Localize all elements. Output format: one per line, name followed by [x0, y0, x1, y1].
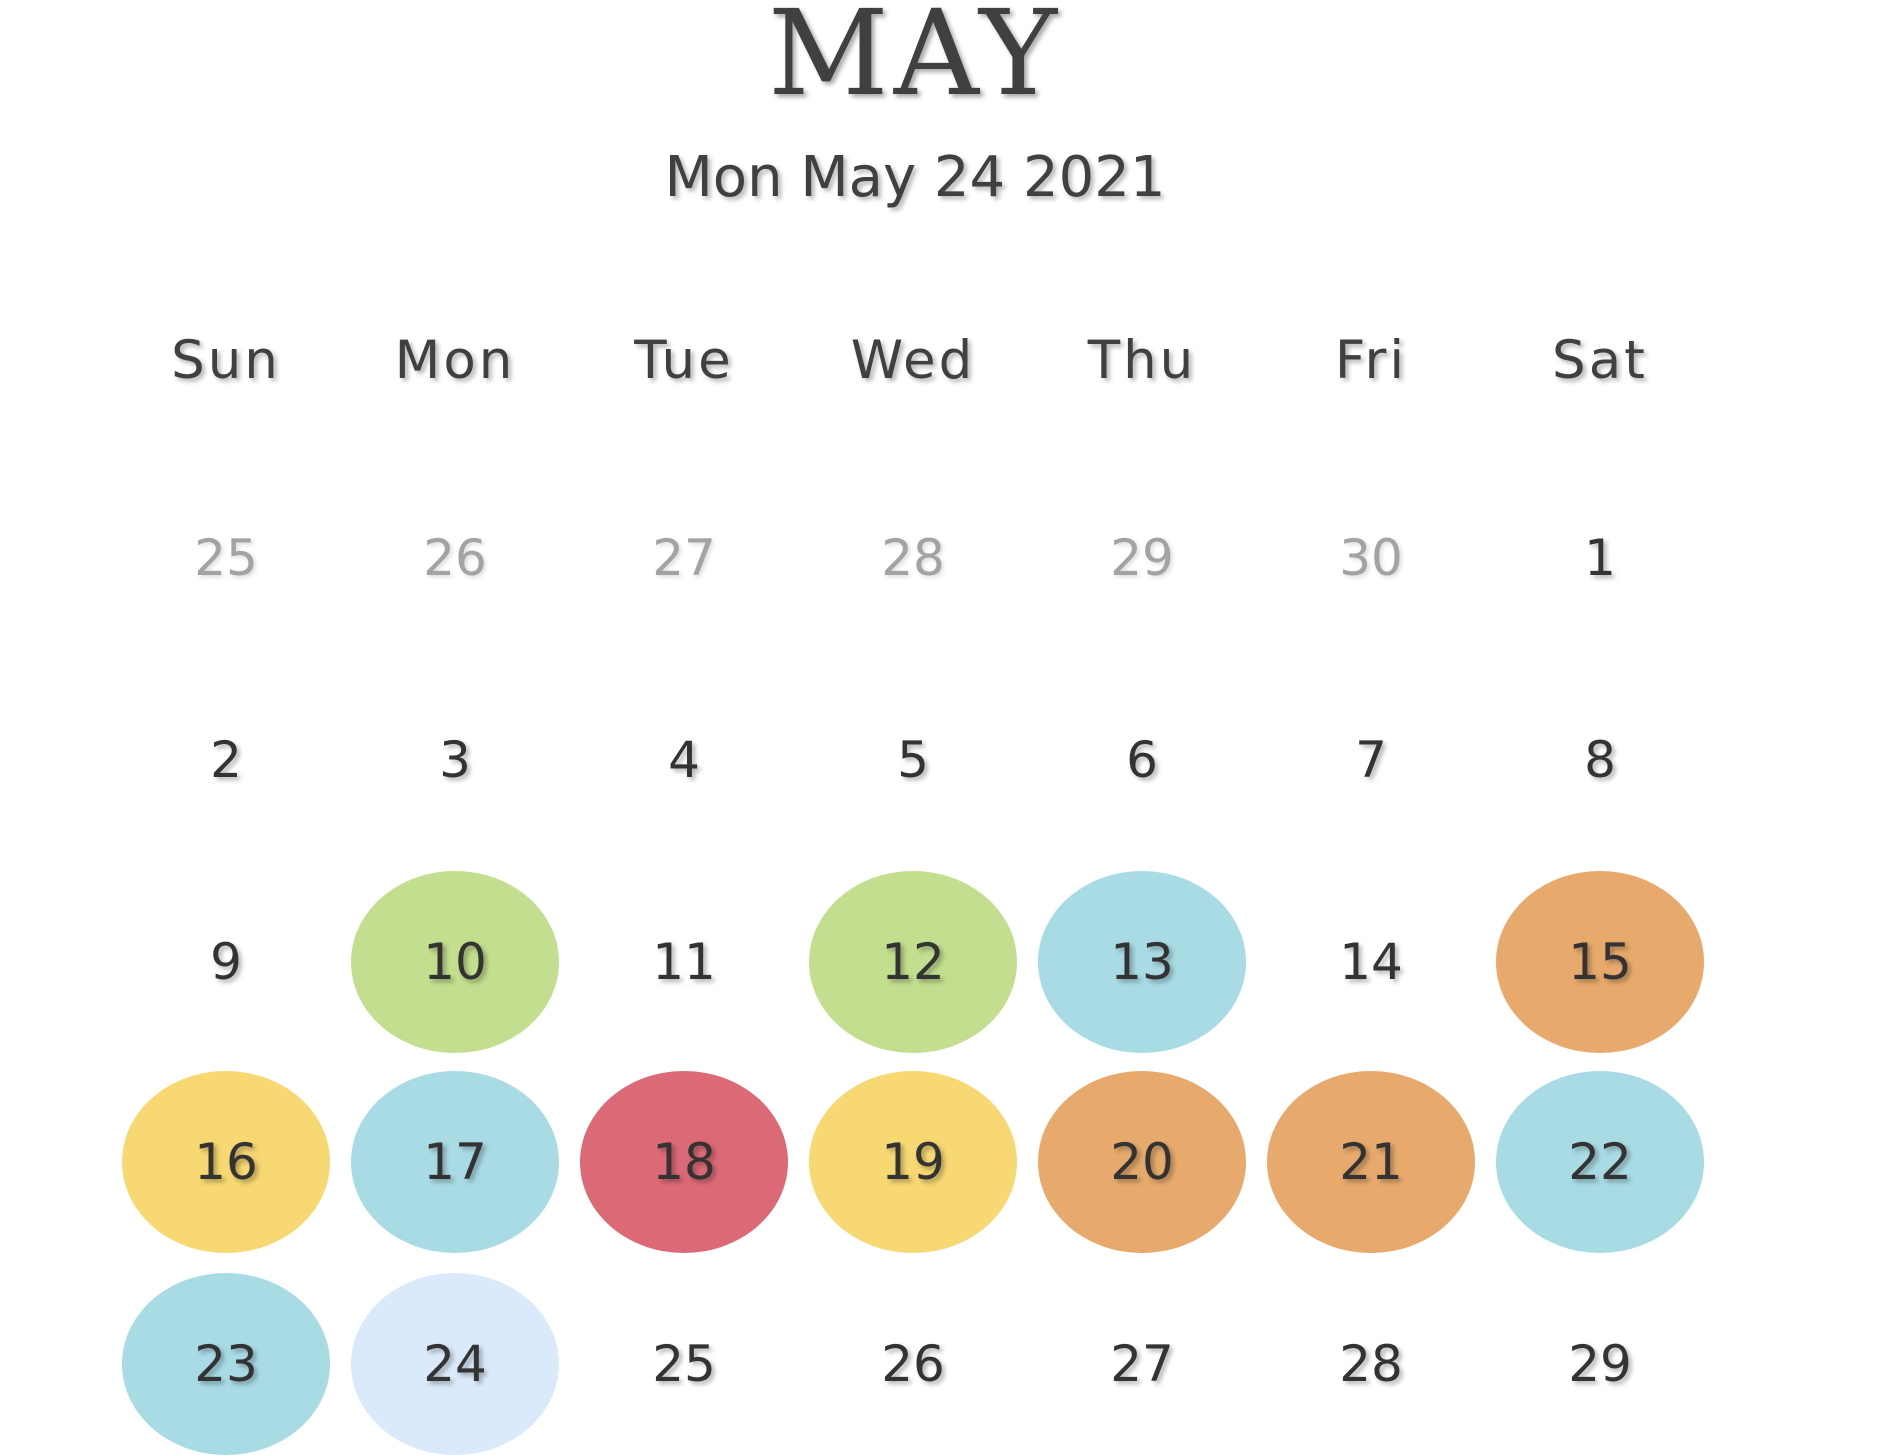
- day-cell[interactable]: 28: [1339, 1335, 1403, 1393]
- day-cell[interactable]: 1: [1584, 529, 1616, 587]
- weekday-mon: Mon: [394, 330, 516, 391]
- day-cell[interactable]: 8: [1584, 731, 1616, 789]
- day-cell[interactable]: 23: [122, 1273, 330, 1455]
- day-cell[interactable]: 14: [1339, 933, 1403, 991]
- current-date: Mon May 24 2021: [664, 145, 1166, 210]
- day-cell-selected[interactable]: 24: [351, 1273, 559, 1455]
- weekday-thu: Thu: [1087, 330, 1197, 391]
- day-cell[interactable]: 5: [897, 731, 929, 789]
- day-cell[interactable]: 2: [210, 731, 242, 789]
- day-cell[interactable]: 3: [439, 731, 471, 789]
- day-cell[interactable]: 6: [1126, 731, 1158, 789]
- day-cell[interactable]: 25: [194, 529, 258, 587]
- weekday-sun: Sun: [171, 330, 281, 391]
- weekday-tue: Tue: [634, 330, 734, 391]
- day-cell[interactable]: 22: [1496, 1071, 1704, 1253]
- weekday-wed: Wed: [850, 330, 976, 391]
- day-cell[interactable]: 17: [351, 1071, 559, 1253]
- day-cell[interactable]: 26: [881, 1335, 945, 1393]
- day-cell[interactable]: 7: [1355, 731, 1387, 789]
- day-cell[interactable]: 29: [1568, 1335, 1632, 1393]
- day-cell[interactable]: 27: [652, 529, 716, 587]
- day-cell[interactable]: 29: [1110, 529, 1174, 587]
- day-cell[interactable]: 9: [210, 933, 242, 991]
- day-cell[interactable]: 28: [881, 529, 945, 587]
- day-cell[interactable]: 20: [1038, 1071, 1246, 1253]
- day-cell[interactable]: 12: [809, 871, 1017, 1053]
- day-cell[interactable]: 25: [652, 1335, 716, 1393]
- day-cell[interactable]: 16: [122, 1071, 330, 1253]
- day-cell[interactable]: 10: [351, 871, 559, 1053]
- day-cell[interactable]: 13: [1038, 871, 1246, 1053]
- day-cell[interactable]: 27: [1110, 1335, 1174, 1393]
- day-cell[interactable]: 26: [423, 529, 487, 587]
- day-cell[interactable]: 18: [580, 1071, 788, 1253]
- weekday-fri: Fri: [1334, 330, 1408, 391]
- day-cell[interactable]: 21: [1267, 1071, 1475, 1253]
- day-cell[interactable]: 15: [1496, 871, 1704, 1053]
- day-cell[interactable]: 30: [1339, 529, 1403, 587]
- day-cell[interactable]: 19: [809, 1071, 1017, 1253]
- month-title: MAY: [767, 0, 1063, 122]
- weekday-sat: Sat: [1552, 330, 1648, 391]
- day-cell[interactable]: 11: [652, 933, 716, 991]
- day-cell[interactable]: 4: [668, 731, 700, 789]
